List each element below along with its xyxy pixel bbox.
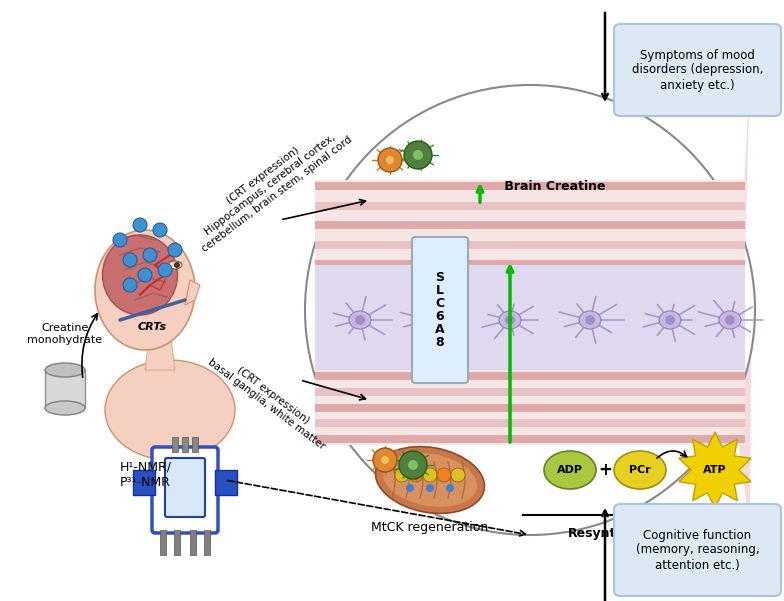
FancyBboxPatch shape [614, 504, 781, 596]
Bar [315, 435, 745, 443]
Circle shape [451, 468, 465, 482]
Ellipse shape [544, 451, 596, 489]
Bar [315, 260, 745, 268]
Polygon shape [145, 330, 175, 370]
FancyBboxPatch shape [165, 458, 205, 517]
Ellipse shape [101, 272, 119, 297]
Bar [190, 530, 196, 555]
Circle shape [409, 468, 423, 482]
Text: Cognitive function
(memory, reasoning,
attention etc.): Cognitive function (memory, reasoning, a… [636, 528, 760, 572]
Circle shape [133, 218, 147, 232]
Circle shape [505, 315, 515, 325]
Bar [182, 437, 188, 452]
Ellipse shape [383, 453, 477, 507]
Circle shape [138, 268, 152, 282]
Circle shape [437, 468, 451, 482]
Ellipse shape [45, 401, 85, 415]
FancyBboxPatch shape [412, 237, 468, 383]
Circle shape [373, 448, 397, 472]
Ellipse shape [105, 360, 235, 460]
Text: ADP: ADP [557, 465, 583, 475]
Bar [315, 403, 745, 412]
Bar [174, 530, 180, 555]
Text: Brain Creatine: Brain Creatine [500, 180, 605, 194]
Polygon shape [185, 280, 200, 305]
Circle shape [168, 243, 182, 257]
Ellipse shape [95, 230, 195, 350]
Ellipse shape [45, 363, 85, 377]
Circle shape [386, 156, 394, 164]
Ellipse shape [499, 311, 521, 329]
Circle shape [143, 248, 157, 262]
FancyBboxPatch shape [614, 24, 781, 116]
Ellipse shape [579, 311, 601, 329]
Ellipse shape [103, 235, 177, 315]
Circle shape [585, 315, 595, 325]
Circle shape [725, 315, 735, 325]
Text: +: + [598, 461, 612, 479]
Circle shape [123, 253, 137, 267]
Circle shape [355, 315, 365, 325]
Text: (CRT expression)
basal ganglia, white matter: (CRT expression) basal ganglia, white ma… [206, 348, 334, 452]
Bar [315, 221, 745, 229]
Circle shape [381, 456, 389, 464]
Ellipse shape [349, 311, 371, 329]
Ellipse shape [659, 311, 681, 329]
Polygon shape [679, 432, 751, 508]
Bar [172, 437, 178, 452]
Circle shape [153, 223, 167, 237]
Bar [315, 265, 745, 375]
Circle shape [413, 150, 423, 160]
Text: Symptoms of mood
disorders (depression,
anxiety etc.): Symptoms of mood disorders (depression, … [632, 49, 763, 91]
Bar [204, 530, 210, 555]
Circle shape [408, 460, 418, 470]
Bar [160, 530, 166, 555]
Text: MtCK regeneration: MtCK regeneration [372, 522, 488, 534]
Text: S
L
C
6
A
8: S L C 6 A 8 [435, 271, 445, 349]
Circle shape [305, 85, 755, 535]
Bar [192, 437, 198, 452]
Bar [315, 240, 745, 248]
Text: Creatine
monohydrate: Creatine monohydrate [27, 323, 103, 345]
Bar [133, 470, 155, 495]
Text: (CRT expression)
Hippocampus, cerebral cortex,
cerebellum, brain stem, spinal co: (CRT expression) Hippocampus, cerebral c… [186, 116, 354, 254]
Bar [315, 370, 745, 445]
Text: Resynthesis: Resynthesis [568, 526, 652, 540]
Bar [315, 372, 745, 380]
Circle shape [425, 315, 435, 325]
Circle shape [395, 468, 409, 482]
Text: ATP: ATP [703, 465, 727, 475]
Text: CRTs: CRTs [138, 322, 167, 332]
Bar [315, 201, 745, 210]
Circle shape [446, 484, 454, 492]
Bar [215, 470, 237, 495]
Circle shape [423, 468, 437, 482]
Ellipse shape [719, 311, 741, 329]
Ellipse shape [419, 311, 441, 329]
Ellipse shape [376, 447, 485, 513]
Bar [315, 419, 745, 427]
Circle shape [406, 484, 414, 492]
Polygon shape [702, 165, 752, 530]
Ellipse shape [614, 451, 666, 489]
Circle shape [378, 148, 402, 172]
Bar [45, 370, 85, 408]
Circle shape [123, 278, 137, 292]
Text: PCr: PCr [629, 465, 651, 475]
Circle shape [426, 484, 434, 492]
Bar [315, 180, 745, 270]
Text: H¹-NMR/
P³¹-NMR: H¹-NMR/ P³¹-NMR [120, 461, 172, 489]
FancyBboxPatch shape [152, 447, 218, 533]
Circle shape [174, 262, 180, 268]
Polygon shape [742, 75, 750, 387]
Circle shape [158, 263, 172, 277]
Ellipse shape [168, 261, 182, 269]
Circle shape [665, 315, 675, 325]
Bar [315, 182, 745, 190]
Bar [315, 388, 745, 395]
Circle shape [113, 233, 127, 247]
Circle shape [404, 141, 432, 169]
Circle shape [399, 451, 427, 479]
